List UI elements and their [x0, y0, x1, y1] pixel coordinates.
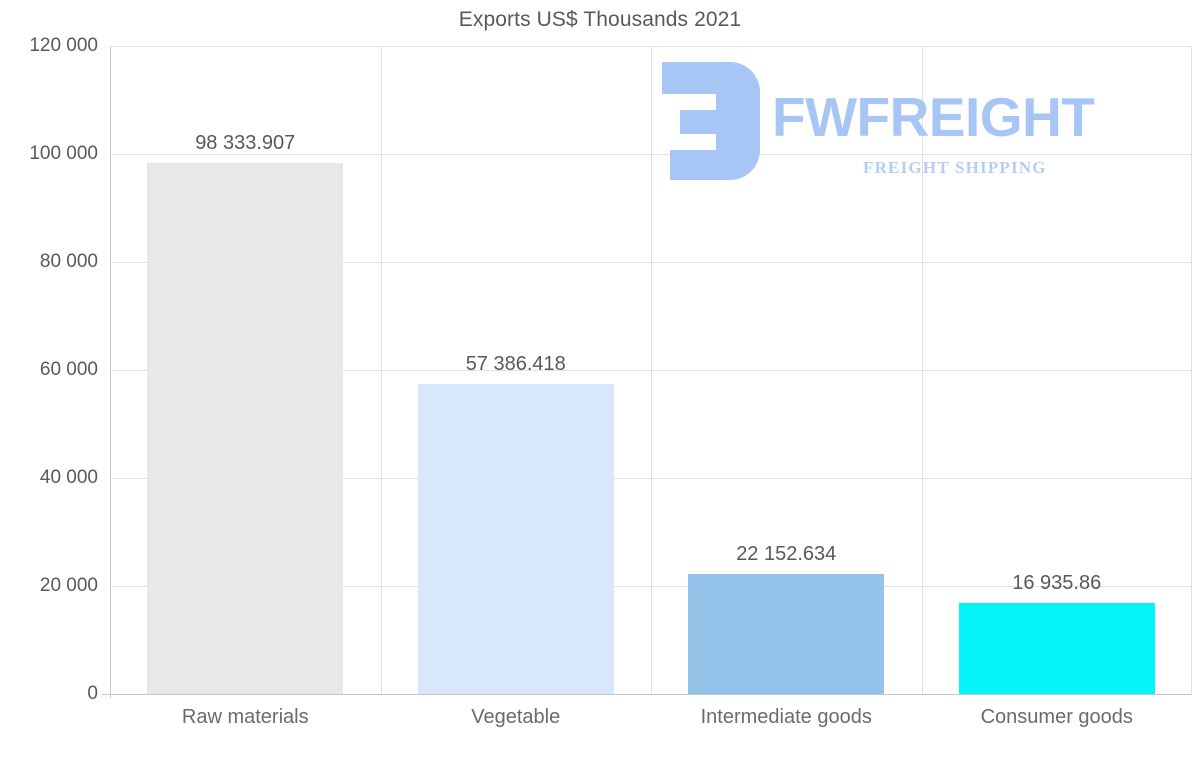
x-axis-label: Consumer goods [980, 706, 1133, 728]
bar[interactable] [688, 574, 885, 694]
y-axis-label: 60 000 [39, 359, 98, 380]
y-axis-label: 0 [87, 683, 98, 704]
y-axis-label: 80 000 [39, 251, 98, 272]
gridline-y-0 [102, 694, 1192, 695]
gridline-x-right [1191, 46, 1192, 694]
bar[interactable] [958, 602, 1155, 694]
y-axis-label: 120 000 [29, 35, 98, 56]
bar-value-label: 57 386.418 [465, 353, 566, 376]
chart-title: Exports US$ Thousands 2021 [458, 8, 742, 31]
y-axis-label: 40 000 [39, 467, 98, 488]
bar-value-label: 16 935.86 [1012, 571, 1102, 594]
gridline-x-2 [651, 46, 652, 694]
bar[interactable] [147, 163, 344, 694]
bar-value-label: 98 333.907 [195, 131, 296, 154]
y-axis-label: 100 000 [29, 143, 98, 164]
y-axis-label: 20 000 [39, 575, 98, 596]
gridline-x-1 [381, 46, 382, 694]
x-axis-label: Vegetable [471, 706, 561, 728]
x-axis-label: Raw materials [181, 706, 309, 728]
bar-value-label: 22 152.634 [736, 543, 837, 566]
x-axis-label: Intermediate goods [700, 706, 872, 728]
gridline-x-3 [922, 46, 923, 694]
plot-area [102, 46, 1192, 695]
y-axis-line [110, 46, 111, 698]
bar[interactable] [417, 384, 614, 694]
